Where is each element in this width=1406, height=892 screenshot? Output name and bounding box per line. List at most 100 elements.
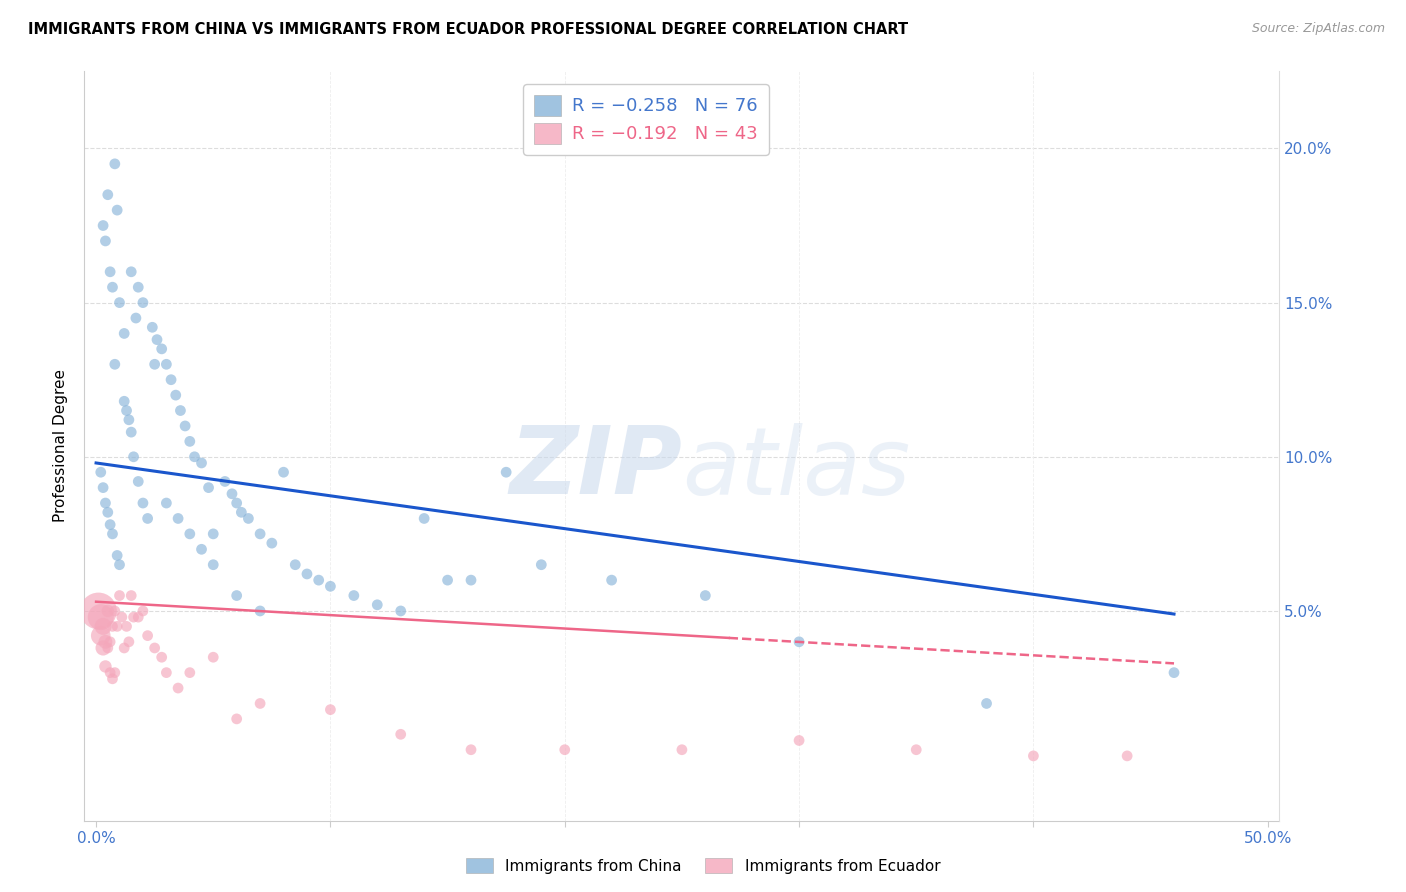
Point	[118, 635, 141, 649]
Point	[202, 558, 225, 572]
Text: ZIP: ZIP	[509, 423, 682, 515]
Point	[136, 511, 159, 525]
Text: Source: ZipAtlas.com: Source: ZipAtlas.com	[1251, 22, 1385, 36]
Point	[150, 650, 173, 665]
Point	[108, 589, 131, 603]
Text: IMMIGRANTS FROM CHINA VS IMMIGRANTS FROM ECUADOR PROFESSIONAL DEGREE CORRELATION: IMMIGRANTS FROM CHINA VS IMMIGRANTS FROM…	[28, 22, 908, 37]
Point	[146, 333, 169, 347]
Point	[104, 665, 127, 680]
Point	[1116, 748, 1139, 763]
Point	[976, 697, 998, 711]
Point	[202, 527, 225, 541]
Point	[214, 475, 236, 489]
Point	[112, 640, 135, 655]
Point	[231, 505, 253, 519]
Point	[104, 604, 127, 618]
Point	[343, 589, 366, 603]
Point	[98, 517, 121, 532]
Point	[167, 511, 190, 525]
Point	[125, 311, 148, 326]
Point	[115, 619, 138, 633]
Point	[101, 280, 124, 294]
Point	[787, 635, 810, 649]
Point	[97, 604, 120, 618]
Point	[155, 496, 177, 510]
Point	[167, 681, 190, 695]
Point	[90, 629, 112, 643]
Point	[308, 573, 330, 587]
Point	[1163, 665, 1185, 680]
Point	[120, 425, 142, 439]
Point	[91, 481, 114, 495]
Point	[101, 619, 124, 633]
Point	[202, 650, 225, 665]
Point	[389, 604, 412, 618]
Point	[787, 733, 810, 747]
Point	[295, 566, 318, 581]
Point	[600, 573, 623, 587]
Point	[136, 629, 159, 643]
Point	[94, 659, 117, 673]
Y-axis label: Professional Degree: Professional Degree	[53, 369, 69, 523]
Point	[104, 157, 127, 171]
Point	[127, 280, 149, 294]
Point	[554, 742, 576, 756]
Point	[115, 403, 138, 417]
Point	[183, 450, 205, 464]
Point	[132, 295, 155, 310]
Point	[225, 712, 247, 726]
Point	[122, 450, 145, 464]
Point	[112, 326, 135, 341]
Legend: R = −0.258   N = 76, R = −0.192   N = 43: R = −0.258 N = 76, R = −0.192 N = 43	[523, 84, 769, 154]
Point	[127, 610, 149, 624]
Point	[530, 558, 553, 572]
Point	[413, 511, 436, 525]
Point	[169, 403, 191, 417]
Point	[98, 665, 121, 680]
Text: atlas: atlas	[682, 423, 910, 514]
Point	[460, 573, 482, 587]
Point	[179, 665, 201, 680]
Point	[120, 265, 142, 279]
Point	[101, 672, 124, 686]
Point	[132, 604, 155, 618]
Point	[319, 703, 342, 717]
Point	[120, 589, 142, 603]
Point	[273, 465, 295, 479]
Point	[284, 558, 307, 572]
Point	[111, 610, 134, 624]
Point	[160, 373, 183, 387]
Legend: Immigrants from China, Immigrants from Ecuador: Immigrants from China, Immigrants from E…	[460, 852, 946, 880]
Point	[94, 234, 117, 248]
Point	[122, 610, 145, 624]
Point	[905, 742, 928, 756]
Point	[91, 219, 114, 233]
Point	[249, 697, 271, 711]
Point	[155, 357, 177, 371]
Point	[97, 640, 120, 655]
Point	[695, 589, 717, 603]
Point	[249, 604, 271, 618]
Point	[174, 419, 197, 434]
Point	[249, 527, 271, 541]
Point	[260, 536, 283, 550]
Point	[179, 527, 201, 541]
Point	[98, 635, 121, 649]
Point	[101, 527, 124, 541]
Point	[155, 665, 177, 680]
Point	[97, 505, 120, 519]
Point	[94, 635, 117, 649]
Point	[671, 742, 693, 756]
Point	[436, 573, 458, 587]
Point	[87, 604, 110, 618]
Point	[366, 598, 388, 612]
Point	[225, 496, 247, 510]
Point	[238, 511, 260, 525]
Point	[143, 640, 166, 655]
Point	[94, 496, 117, 510]
Point	[190, 456, 212, 470]
Point	[90, 465, 112, 479]
Point	[108, 558, 131, 572]
Point	[105, 549, 128, 563]
Point	[389, 727, 412, 741]
